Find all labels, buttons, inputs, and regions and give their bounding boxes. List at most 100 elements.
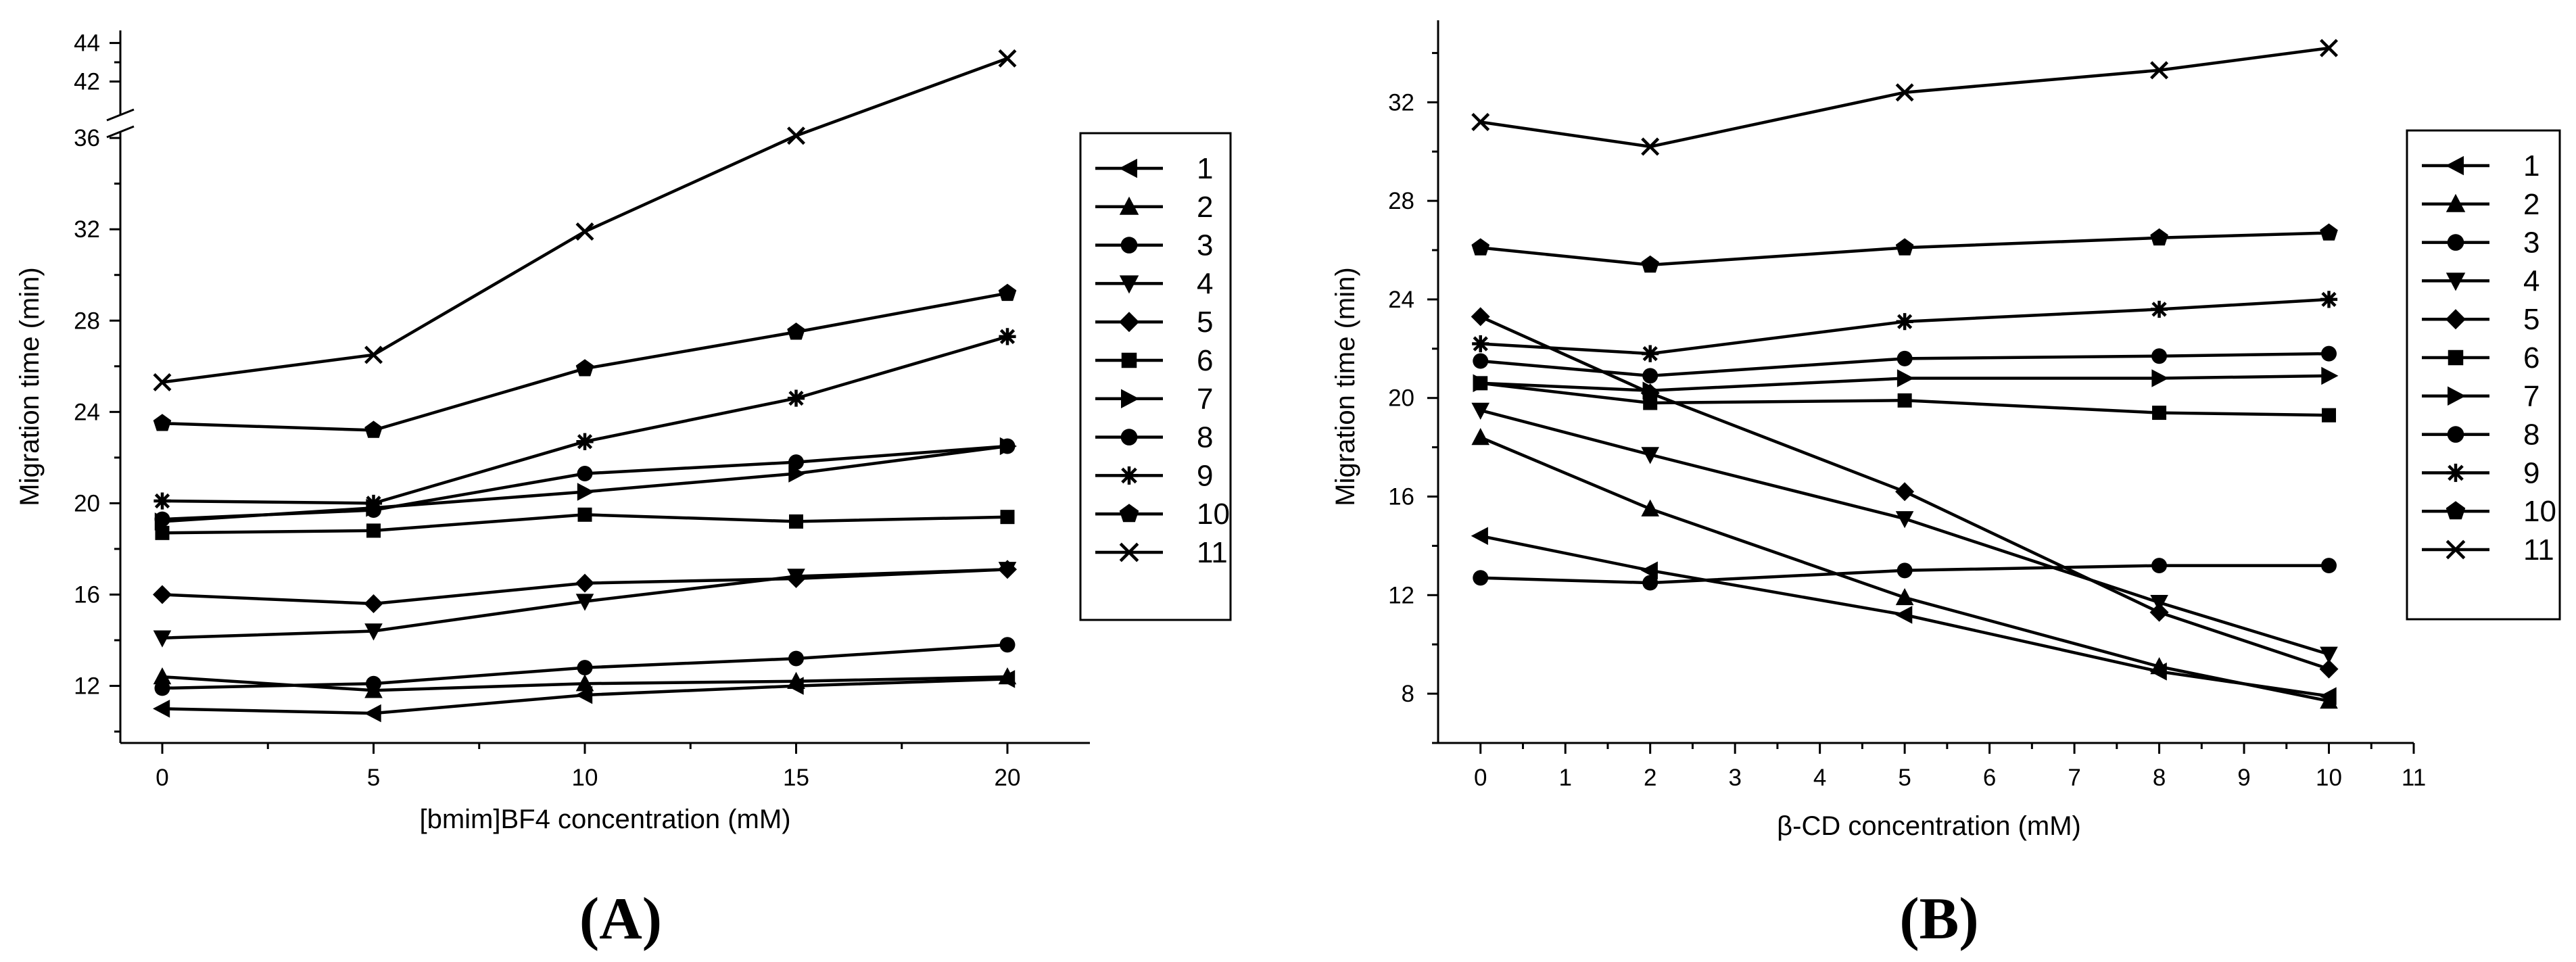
legend-marker-1-shape: [2446, 155, 2464, 176]
panel-b-data-point-3: [1473, 570, 1489, 586]
panel-b-data-point-6: [1897, 393, 1912, 408]
legend-label-8: 8: [2523, 418, 2539, 452]
panel-b-data-point-6: [2322, 408, 2337, 423]
panel-a-data-point-4-shape: [364, 623, 383, 641]
legend-entry-4: 4: [2422, 264, 2539, 297]
legend-marker-11: [2446, 539, 2466, 560]
panel-a-data-point-3-shape: [366, 675, 381, 692]
panel-a-data-point-2-shape: [787, 671, 805, 689]
panel-b-data-point-7: [2151, 369, 2169, 387]
panel-b-series-8: [1473, 345, 2337, 384]
panel-a-y-tick-label: 24: [74, 399, 100, 425]
panel-b-data-point-7-shape: [2151, 369, 2169, 387]
panel-a-data-point-11: [998, 49, 1017, 68]
panel-b-data-point-6-shape: [2322, 408, 2337, 423]
legend-label-11: 11: [1197, 536, 1228, 569]
panel-a-data-point-2-shape: [153, 667, 172, 685]
legend-marker-8-shape: [2447, 426, 2464, 443]
panel-a-data-point-3: [154, 680, 170, 696]
panel-b-data-point-4-shape: [1895, 511, 1914, 529]
panel-b-data-point-1: [1471, 527, 1488, 546]
panel-b-data-point-11-shape: [1641, 137, 1660, 156]
legend-marker-3: [1120, 237, 1138, 254]
panel-a-data-point-10: [153, 414, 172, 431]
legend-label-5: 5: [1197, 306, 1213, 339]
panel-a-y-tick-label: 16: [74, 581, 100, 608]
panel-b-data-point-6: [2152, 406, 2167, 420]
panel-b-x-tick-label: 8: [2153, 765, 2166, 791]
panel-a-data-point-11-shape: [153, 372, 172, 391]
panel-a-data-point-1: [153, 700, 170, 718]
panel-a-y-tick-label: 36: [74, 125, 100, 151]
panel-a-data-point-3-shape: [577, 660, 593, 676]
panel-b-data-point-3: [2151, 558, 2168, 574]
panel-b-data-point-6-shape: [2152, 406, 2167, 420]
panel-a-data-point-5: [364, 594, 383, 613]
panel-a-data-point-7-shape: [577, 483, 594, 501]
legend-entry-11: 11: [2422, 533, 2554, 567]
panel-b-data-point-2-shape: [1471, 428, 1489, 446]
panel-b-data-point-11: [1641, 137, 1660, 156]
panel-b-x-tick-label: 4: [1813, 765, 1826, 791]
panel-b-series-line-11: [1480, 46, 2329, 149]
panel-b-data-point-10: [1895, 238, 1914, 256]
legend-label-5: 5: [2523, 303, 2539, 336]
panel-a-data-point-11-shape: [787, 126, 805, 145]
panel-a-data-point-1: [364, 704, 381, 723]
legend-entry-4: 4: [1095, 267, 1213, 300]
panel-a-data-point-2: [998, 667, 1017, 685]
legend-label-9: 9: [1197, 459, 1213, 492]
legend-entry-10: 10: [1095, 498, 1230, 531]
panel-b-data-point-1: [1640, 561, 1658, 580]
panel-b-data-point-8-shape: [1642, 368, 1659, 384]
legend-marker-3-shape: [1120, 237, 1138, 254]
legend-marker-4: [1119, 275, 1139, 294]
legend-marker-6: [2448, 350, 2464, 366]
panel-a-data-point-8: [577, 466, 593, 481]
panel-a-data-point-6: [577, 507, 592, 522]
panel-a-y-tick-label: 12: [74, 673, 100, 700]
panel-a-data-point-3-shape: [154, 680, 170, 696]
panel-a-data-point-11: [364, 345, 383, 364]
legend-entry-5: 5: [2422, 303, 2539, 336]
panel-b-legend: 1 2 3 4 5 6 7 8 9 10 11: [2406, 129, 2561, 621]
panel-b-data-point-5-shape: [1471, 307, 1490, 327]
panel-a-series-9: [153, 328, 1016, 512]
panel-a-data-point-11-shape: [998, 49, 1017, 68]
panel-a-data-point-6-shape: [789, 514, 803, 529]
panel-a-data-point-8: [154, 511, 170, 527]
panel-a-data-point-10: [787, 322, 805, 340]
panel-a-y-tick-label: 42: [74, 69, 100, 95]
panel-a-legend: 1 2 3 4 5 6 7 8 9 10 11: [1079, 132, 1232, 621]
panel-b-data-point-9-shape: [2320, 291, 2338, 308]
panel-b-data-point-4: [1641, 447, 1659, 464]
legend-marker-8: [2447, 426, 2464, 443]
panel-b-data-point-9: [2150, 300, 2168, 318]
panel-a-data-point-11: [575, 222, 594, 241]
legend-entry-10: 10: [2422, 495, 2556, 528]
legend-marker-11: [1119, 542, 1139, 562]
panel-b-data-point-4: [1895, 511, 1914, 529]
panel-a-data-point-3-shape: [788, 650, 804, 667]
legend-marker-11-shape: [1119, 542, 1139, 562]
panel-b-data-point-2: [1471, 428, 1489, 446]
legend-entry-9: 9: [1095, 459, 1213, 492]
panel-b-series-7: [1473, 366, 2339, 400]
panel-b-y-tick-label: 12: [1388, 582, 1414, 608]
panel-a-data-point-3: [788, 650, 804, 667]
legend-label-9: 9: [2523, 456, 2539, 489]
panel-a-data-point-5: [786, 569, 806, 588]
panel-a-series-8: [154, 438, 1016, 527]
panel-b-data-point-2: [2150, 657, 2168, 675]
panel-b-data-point-1: [1895, 606, 1913, 624]
panel-b-data-point-1-shape: [1471, 527, 1488, 546]
legend-marker-4: [2446, 272, 2466, 291]
panel-b-data-point-8-shape: [1473, 353, 1489, 369]
legend-label-2: 2: [1197, 191, 1213, 224]
panel-b-series-2: [1471, 428, 2338, 709]
legend-marker-7: [1121, 389, 1139, 408]
legend-marker-8: [1120, 429, 1138, 446]
legend-marker-7-shape: [2448, 386, 2466, 406]
legend-marker-2: [1119, 196, 1139, 215]
legend-marker-6-shape: [2448, 350, 2464, 366]
